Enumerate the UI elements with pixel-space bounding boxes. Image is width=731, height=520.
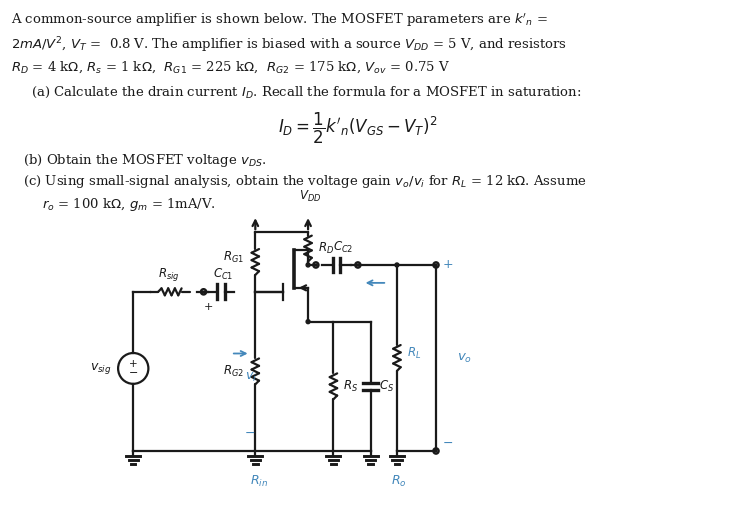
Text: $v_{sig}$: $v_{sig}$ [90, 361, 112, 376]
Text: $V_{DD}$: $V_{DD}$ [299, 189, 321, 204]
Text: +: + [129, 359, 137, 369]
Text: $R_D$: $R_D$ [318, 241, 334, 256]
Text: −: − [129, 368, 138, 378]
Text: (c) Using small-signal analysis, obtain the voltage gain $v_o/v_i$ for $R_L$ = 1: (c) Using small-signal analysis, obtain … [23, 174, 587, 190]
Text: $2mA/V^2$, $V_T$ =  0.8 V. The amplifier is biased with a source $V_{DD}$ = 5 V,: $2mA/V^2$, $V_T$ = 0.8 V. The amplifier … [11, 35, 567, 55]
Text: $v_i$: $v_i$ [245, 371, 257, 384]
Text: (b) Obtain the MOSFET voltage $v_{DS}$.: (b) Obtain the MOSFET voltage $v_{DS}$. [23, 152, 267, 168]
Circle shape [395, 263, 399, 267]
Text: $R_L$: $R_L$ [406, 345, 421, 360]
Text: $R_{in}$: $R_{in}$ [250, 474, 268, 489]
Text: −: − [245, 426, 256, 439]
Circle shape [306, 320, 310, 323]
Text: $C_{C2}$: $C_{C2}$ [333, 240, 353, 255]
Text: $C_{C1}$: $C_{C1}$ [213, 267, 233, 282]
Text: +: + [443, 258, 453, 271]
Text: $R_{G2}$: $R_{G2}$ [223, 364, 243, 379]
Text: $R_S$: $R_S$ [344, 379, 358, 394]
Text: (a) Calculate the drain current $I_D$. Recall the formula for a MOSFET in satura: (a) Calculate the drain current $I_D$. R… [31, 85, 581, 100]
Circle shape [306, 263, 310, 267]
Text: $C_S$: $C_S$ [379, 379, 395, 394]
Text: $R_{G1}$: $R_{G1}$ [222, 250, 243, 265]
Text: +: + [204, 302, 213, 312]
Text: $v_o$: $v_o$ [458, 352, 472, 365]
Text: $I_D = \dfrac{1}{2}k'_n(V_{GS} - V_T)^2$: $I_D = \dfrac{1}{2}k'_n(V_{GS} - V_T)^2$ [279, 111, 437, 146]
Text: $r_o$ = 100 k$\Omega$, $g_m$ = 1mA/V.: $r_o$ = 100 k$\Omega$, $g_m$ = 1mA/V. [42, 197, 216, 213]
Text: −: − [443, 436, 453, 449]
Text: A common-source amplifier is shown below. The MOSFET parameters are $k'_n$ =: A common-source amplifier is shown below… [11, 11, 548, 29]
Text: $R_D$ = 4 k$\Omega$, $R_s$ = 1 k$\Omega$,  $R_{G1}$ = 225 k$\Omega$,  $R_{G2}$ =: $R_D$ = 4 k$\Omega$, $R_s$ = 1 k$\Omega$… [11, 59, 450, 74]
Text: $R_{sig}$: $R_{sig}$ [158, 266, 179, 283]
Text: $R_o$: $R_o$ [391, 474, 406, 489]
